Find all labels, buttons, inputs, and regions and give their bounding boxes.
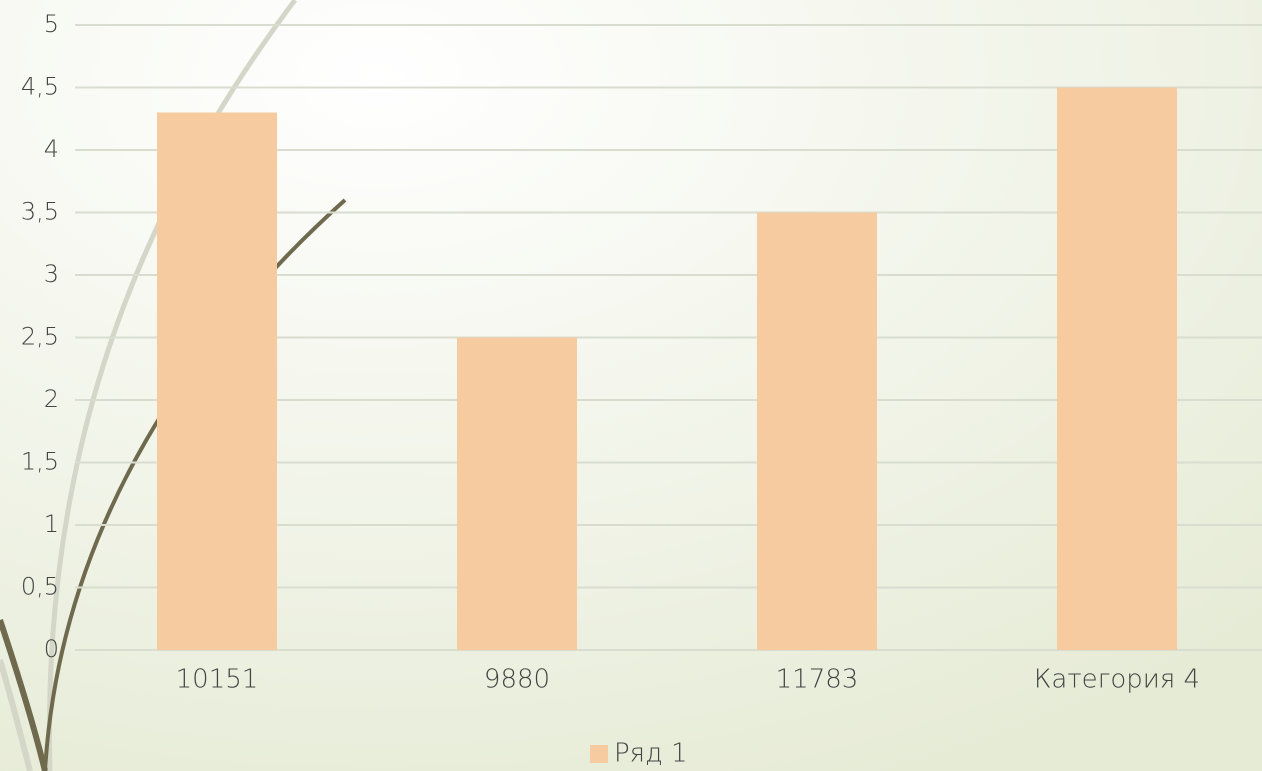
bar <box>757 213 877 651</box>
y-tick-label: 3 <box>44 260 59 288</box>
y-tick-label: 1 <box>44 510 59 538</box>
y-tick-label: 1,5 <box>21 448 59 476</box>
bar <box>457 338 577 651</box>
chart: 0 0,5 1 1,5 2 2,5 3 3,5 4 4,5 5 10151 9880 11783 Катег… <box>0 0 1262 771</box>
legend-swatch <box>590 745 608 763</box>
bar <box>157 113 277 651</box>
x-tick-label: Категория 4 <box>1034 665 1200 695</box>
bar <box>1057 88 1177 651</box>
page: 0 0,5 1 1,5 2 2,5 3 3,5 4 4,5 5 10151 9880 11783 Катег… <box>0 0 1262 771</box>
y-tick-label: 3,5 <box>21 198 59 226</box>
y-tick-label: 4,5 <box>21 73 59 101</box>
y-tick-label: 5 <box>44 10 59 38</box>
y-tick-label: 4 <box>44 135 59 163</box>
x-tick-label: 11783 <box>776 665 859 695</box>
y-tick-label: 0 <box>44 635 59 663</box>
y-tick-label: 2 <box>44 385 59 413</box>
y-tick-label: 2,5 <box>21 323 59 351</box>
legend-label: Ряд 1 <box>614 739 687 769</box>
x-tick-label: 9880 <box>484 665 550 695</box>
x-tick-label: 10151 <box>176 665 259 695</box>
y-tick-label: 0,5 <box>21 573 59 601</box>
